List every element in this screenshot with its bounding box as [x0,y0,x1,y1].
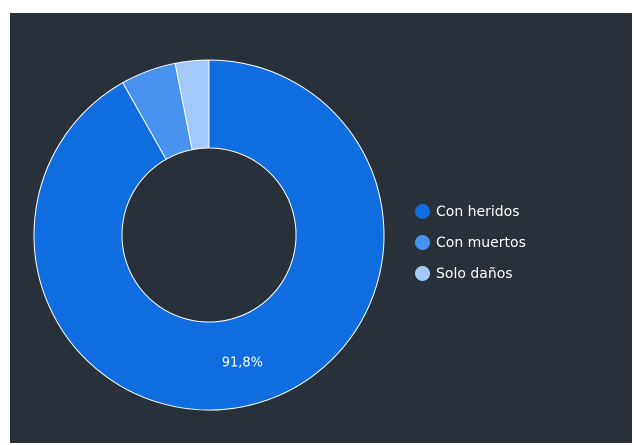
slice-con-heridos[interactable] [33,59,385,411]
legend-item-con-heridos[interactable]: Con heridos [415,196,526,227]
legend-label: Solo daños [436,265,513,282]
legend-swatch-con-muertos [415,235,430,250]
legend-swatch-con-heridos [415,204,430,219]
legend-item-solo-danos[interactable]: Solo daños [415,258,526,289]
donut-chart: 91,8% [33,59,385,411]
chart-legend: Con heridos Con muertos Solo daños [415,196,526,289]
legend-swatch-solo-danos [415,266,430,281]
slice-solo-danos[interactable] [174,59,210,151]
slice-label-con-heridos: 91,8% [222,356,263,371]
legend-item-con-muertos[interactable]: Con muertos [415,227,526,258]
chart-panel: 91,8% Con heridos Con muertos Solo daños [10,13,632,443]
legend-label: Con heridos [436,203,520,220]
legend-label: Con muertos [436,234,526,251]
